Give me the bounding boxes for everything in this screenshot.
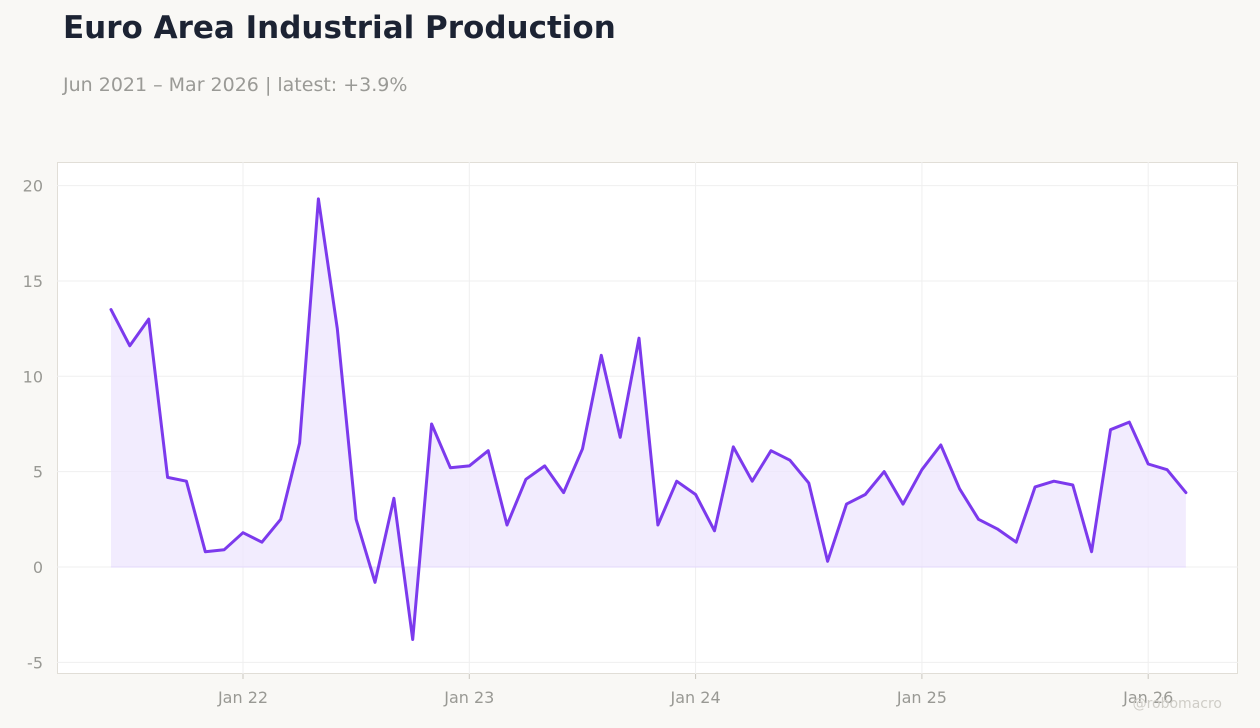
- data-point: [713, 529, 717, 533]
- data-point: [995, 527, 999, 531]
- x-tick-label: Jan 24: [670, 688, 721, 707]
- data-point: [882, 470, 886, 474]
- data-point: [1014, 540, 1018, 544]
- data-point: [430, 422, 434, 426]
- data-point: [920, 468, 924, 472]
- data-point: [1090, 550, 1094, 554]
- data-point: [505, 523, 509, 527]
- data-point: [1146, 462, 1150, 466]
- data-point: [788, 458, 792, 462]
- data-point: [411, 638, 415, 642]
- chart-subtitle: Jun 2021 – Mar 2026 | latest: +3.9%: [63, 74, 408, 96]
- data-point: [392, 496, 396, 500]
- x-tick-label: Jan 22: [217, 688, 268, 707]
- data-point: [939, 443, 943, 447]
- data-point: [354, 517, 358, 521]
- data-point: [241, 531, 245, 535]
- y-axis-ticks: -5 0 5 10 15 20: [23, 177, 43, 673]
- data-point: [1165, 468, 1169, 472]
- y-tick-label: 20: [23, 177, 43, 196]
- data-point: [1127, 420, 1131, 424]
- data-point: [807, 481, 811, 485]
- data-point: [694, 493, 698, 497]
- data-point: [203, 550, 207, 554]
- data-point: [769, 449, 773, 453]
- data-point: [1052, 479, 1056, 483]
- x-tick-label: Jan 26: [1122, 688, 1173, 707]
- data-point: [335, 327, 339, 331]
- data-point: [958, 487, 962, 491]
- y-tick-label: 10: [23, 367, 43, 386]
- data-point: [750, 479, 754, 483]
- data-point: [1071, 483, 1075, 487]
- data-point: [448, 466, 452, 470]
- data-point: [467, 464, 471, 468]
- x-axis-ticks: Jan 22 Jan 23 Jan 24 Jan 25 Jan 26: [217, 674, 1173, 707]
- data-point: [863, 493, 867, 497]
- area-fill-layer: [110, 198, 1186, 640]
- data-point: [618, 435, 622, 439]
- chart-title: Euro Area Industrial Production: [63, 10, 616, 46]
- data-point: [184, 479, 188, 483]
- y-tick-label: 15: [23, 272, 43, 291]
- data-point: [581, 447, 585, 451]
- data-point: [524, 477, 528, 481]
- data-point: [1109, 428, 1113, 432]
- data-point: [166, 475, 170, 479]
- data-point: [731, 445, 735, 449]
- data-point: [260, 540, 264, 544]
- y-tick-label: -5: [27, 653, 43, 672]
- data-point: [298, 441, 302, 445]
- x-tick-label: Jan 23: [443, 688, 494, 707]
- y-tick-label: 5: [33, 463, 43, 482]
- data-point: [316, 197, 320, 201]
- data-point: [543, 464, 547, 468]
- data-point: [977, 517, 981, 521]
- data-point: [1033, 485, 1037, 489]
- data-point: [562, 491, 566, 495]
- data-point: [656, 523, 660, 527]
- series-line: [109, 197, 1188, 641]
- area-fill: [111, 198, 1186, 640]
- data-point: [279, 517, 283, 521]
- data-point: [1184, 491, 1188, 495]
- y-tick-label: 0: [33, 558, 43, 577]
- data-point: [826, 559, 830, 563]
- data-point: [901, 502, 905, 506]
- data-point: [637, 336, 641, 340]
- x-tick-label: Jan 25: [896, 688, 947, 707]
- data-point: [675, 479, 679, 483]
- watermark: @robomacro: [1132, 696, 1222, 712]
- data-point: [845, 502, 849, 506]
- data-point: [147, 317, 151, 321]
- data-point: [599, 353, 603, 357]
- data-point: [373, 580, 377, 584]
- data-point: [109, 308, 113, 312]
- data-point: [222, 548, 226, 552]
- data-point: [128, 344, 132, 348]
- data-point: [486, 449, 490, 453]
- series-line-layer: [109, 197, 1188, 641]
